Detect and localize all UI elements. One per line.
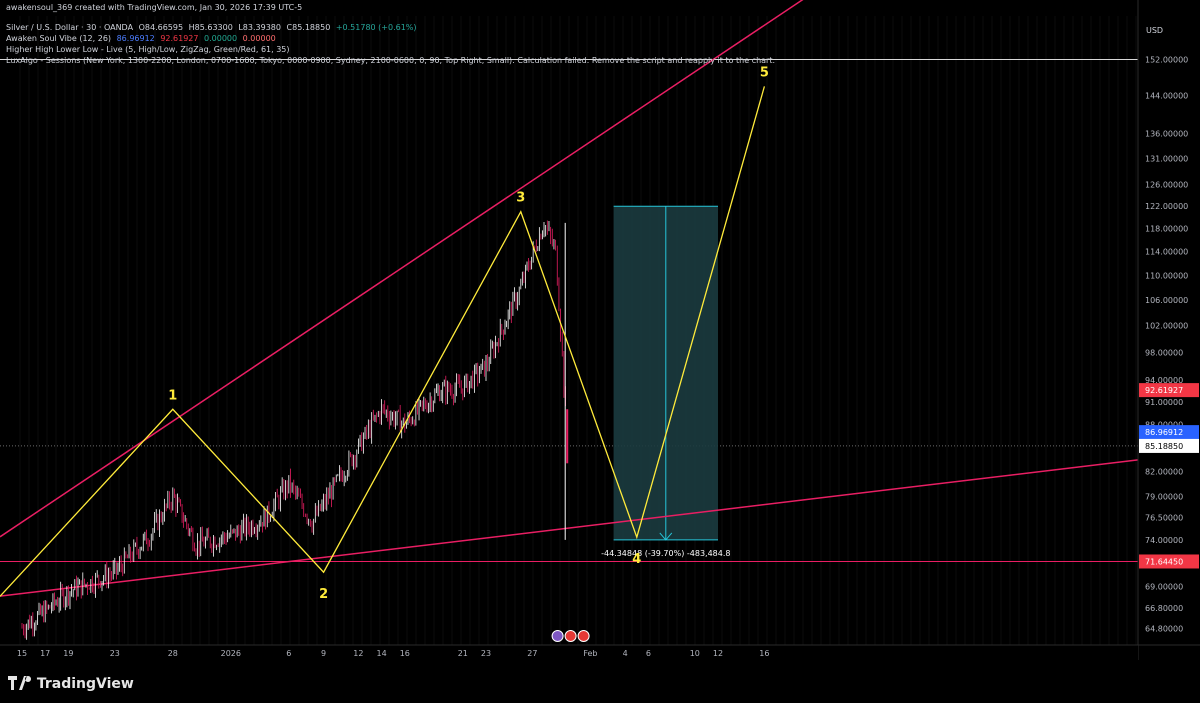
ohlc-close: C85.18850 xyxy=(286,23,331,32)
indicator-awaken-v2: 92.61927 xyxy=(160,34,199,43)
price-tick-label: 152.00000 xyxy=(1145,56,1188,65)
price-tick-label: 98.00000 xyxy=(1145,348,1183,357)
indicator-luxalgo[interactable]: LuxAlgo - Sessions (New York, 1300-2200,… xyxy=(6,56,776,65)
price-tag-text-vibe_b: 86.96912 xyxy=(1145,428,1183,437)
indicator-awaken-v3: 0.00000 xyxy=(204,34,238,43)
tradingview-logo: TradingView xyxy=(8,676,134,694)
wave-label-1: 1 xyxy=(168,388,177,403)
price-tick-label: 82.00000 xyxy=(1145,467,1183,476)
price-tag-text-vibe_a: 92.61927 xyxy=(1145,386,1183,395)
time-tick-label: 4 xyxy=(623,649,628,658)
price-tick-label: 126.00000 xyxy=(1145,181,1188,190)
price-tick-label: 64.80000 xyxy=(1145,625,1183,634)
time-tick-label: 9 xyxy=(321,649,326,658)
symbol-line: Silver / U.S. Dollar · 30 · OANDA O84.66… xyxy=(6,22,420,33)
event-icon-flash[interactable] xyxy=(551,630,564,642)
price-tick-label: 91.00000 xyxy=(1145,398,1183,407)
wave-label-2: 2 xyxy=(319,587,328,602)
event-icon-us-flag[interactable] xyxy=(564,630,577,642)
time-axis[interactable]: 15 17 19 23 28 2026 6 9 12 14 16 21 23 27 Feb 4 6 10 12 16 xyxy=(0,644,1200,660)
time-tick-label: 27 xyxy=(527,649,537,658)
price-tag-level xyxy=(1139,554,1199,569)
time-tick-label: 6 xyxy=(646,649,651,658)
time-tick-label: 15 xyxy=(17,649,27,658)
price-tag-text-level: 71.64450 xyxy=(1145,557,1183,566)
time-tick-label: 16 xyxy=(400,649,410,658)
price-tick-label: 118.00000 xyxy=(1145,224,1188,233)
indicator-hhll[interactable]: Higher High Lower Low - Live (5, High/Lo… xyxy=(6,45,290,54)
time-tick-label: 23 xyxy=(110,649,120,658)
chart-credit: awakensoul_369 created with TradingView.… xyxy=(6,3,303,12)
wave-label-5: 5 xyxy=(760,65,769,80)
symbol-title[interactable]: Silver / U.S. Dollar · 30 · OANDA xyxy=(6,23,134,32)
time-tick-label: 19 xyxy=(63,649,73,658)
time-tick-label: 2026 xyxy=(221,649,241,658)
price-tick-label: 144.00000 xyxy=(1145,92,1188,101)
indicator-awaken-v4: 0.00000 xyxy=(242,34,276,43)
price-tick-label: 122.00000 xyxy=(1145,202,1188,211)
candle-layer xyxy=(21,220,569,640)
time-tick-label: Feb xyxy=(583,649,597,658)
wave-label-4: 4 xyxy=(632,552,641,567)
price-tick-label: 88.00000 xyxy=(1145,420,1183,429)
price-tick-label: 110.00000 xyxy=(1145,271,1188,280)
price-tick-label: 114.00000 xyxy=(1145,247,1188,256)
price-tick-label: 66.80000 xyxy=(1145,604,1183,613)
time-tick-label: 17 xyxy=(40,649,50,658)
wave-label-3: 3 xyxy=(516,191,525,206)
price-tick-label: 102.00000 xyxy=(1145,322,1188,331)
price-tag-vibe_b xyxy=(1139,425,1199,440)
time-tick-label: 28 xyxy=(168,649,178,658)
price-tag-last xyxy=(1139,438,1199,453)
time-tick-label: 6 xyxy=(286,649,291,658)
price-tick-label: 74.00000 xyxy=(1145,536,1183,545)
event-icon-us-flag[interactable] xyxy=(577,630,590,642)
time-axis-background xyxy=(0,645,1138,660)
time-tick-label: 16 xyxy=(759,649,769,658)
ohlc-high: H85.63300 xyxy=(188,23,233,32)
price-tick-label: 94.00000 xyxy=(1145,376,1183,385)
time-tick-label: 12 xyxy=(353,649,363,658)
position-arrow-head xyxy=(659,532,673,541)
position-result-label: -44.34848 (-39.70%) -483,484.8 xyxy=(601,549,730,558)
indicator-awaken-v1: 86.96912 xyxy=(116,34,155,43)
time-tick-label: 21 xyxy=(458,649,468,658)
price-tag-vibe_a xyxy=(1139,383,1199,398)
trendline-layer[interactable] xyxy=(0,0,1139,597)
indicator-awaken[interactable]: Awaken Soul Vibe (12, 26) 86.96912 92.61… xyxy=(6,33,279,44)
time-tick-label: 14 xyxy=(377,649,387,658)
elliott-wave-path[interactable] xyxy=(0,86,766,597)
trendline-upper[interactable] xyxy=(0,0,1138,538)
wave-zigzag-layer[interactable] xyxy=(0,86,766,597)
time-tick-label: 12 xyxy=(713,649,723,658)
trendline-lower[interactable] xyxy=(0,459,1139,597)
indicator-awaken-name: Awaken Soul Vibe (12, 26) xyxy=(6,34,112,43)
price-tick-label: 136.00000 xyxy=(1145,130,1188,139)
price-tick-label: 69.00000 xyxy=(1145,583,1183,592)
brand-name: TradingView xyxy=(36,676,134,692)
time-tick-label: 10 xyxy=(690,649,700,658)
level-lines xyxy=(0,59,1138,562)
price-tick-label: 131.00000 xyxy=(1145,155,1188,164)
price-tag-text-last: 85.18850 xyxy=(1145,442,1183,451)
ohlc-change: +0.51780 (+0.61%) xyxy=(335,23,417,32)
price-tick-label: 79.00000 xyxy=(1145,492,1183,501)
price-axis[interactable]: USD 152.00000 144.00000 136.00000 131.00000 1… xyxy=(1137,0,1200,660)
tv-logo-icon xyxy=(8,676,32,694)
price-tick-label: 106.00000 xyxy=(1145,296,1188,305)
ohlc-open: O84.66595 xyxy=(138,23,184,32)
price-tick-label: 76.50000 xyxy=(1145,514,1183,523)
ohlc-low: L83.39380 xyxy=(238,23,281,32)
time-tick-label: 23 xyxy=(481,649,491,658)
event-icons[interactable] xyxy=(551,630,590,642)
currency-label[interactable]: USD xyxy=(1146,26,1163,35)
wave-label-layer: 1 2 3 4 5 xyxy=(168,65,769,602)
price-axis-background xyxy=(1138,0,1200,660)
short-position-tool[interactable]: -44.34848 (-39.70%) -483,484.8 xyxy=(601,205,730,558)
